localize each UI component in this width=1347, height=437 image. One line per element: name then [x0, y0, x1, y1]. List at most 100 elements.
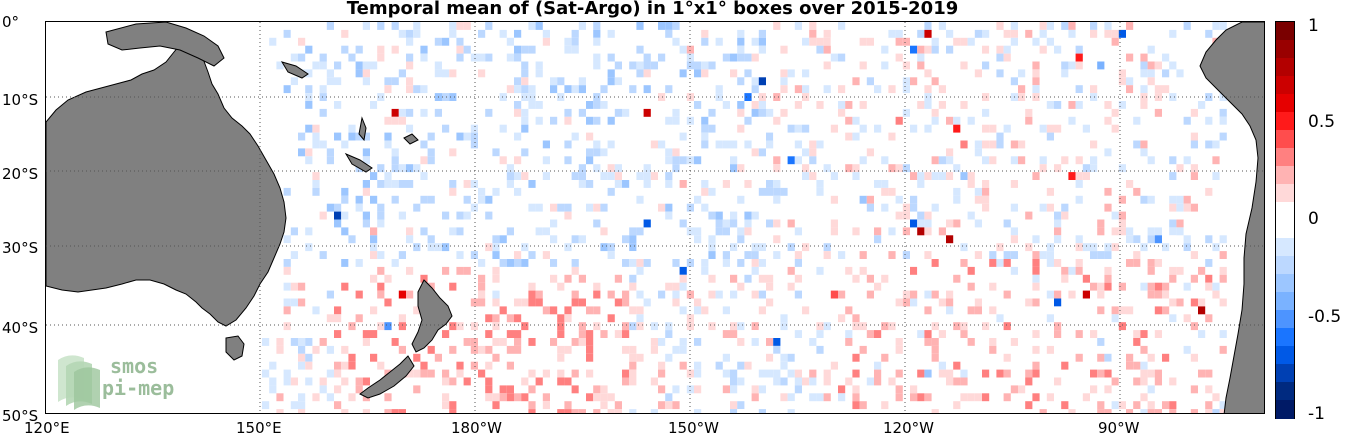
anomaly-box — [1118, 77, 1126, 86]
anomaly-box — [1104, 187, 1112, 196]
anomaly-box — [982, 203, 990, 212]
anomaly-box — [701, 93, 709, 101]
anomaly-box — [391, 22, 399, 30]
anomaly-box — [593, 53, 601, 62]
colorbar-segment — [1276, 148, 1294, 167]
anomaly-box — [974, 148, 982, 157]
anomaly-box — [672, 116, 680, 125]
anomaly-box — [341, 45, 349, 54]
anomaly-box — [931, 338, 939, 346]
anomaly-box — [622, 377, 630, 386]
anomaly-box — [571, 37, 579, 46]
anomaly-box — [283, 259, 291, 267]
anomaly-box — [1133, 259, 1141, 267]
anomaly-box — [1212, 361, 1220, 370]
anomaly-box — [1104, 22, 1112, 30]
anomaly-box — [1104, 101, 1112, 109]
anomaly-box — [290, 227, 298, 236]
anomaly-box — [1205, 369, 1213, 378]
anomaly-box — [874, 180, 882, 188]
anomaly-box — [290, 251, 298, 259]
anomaly-box — [319, 53, 327, 62]
anomaly-box — [910, 108, 918, 117]
anomaly-box — [571, 85, 579, 94]
anomaly-box — [550, 219, 558, 228]
anomaly-box — [269, 377, 277, 386]
anomaly-box — [1162, 53, 1170, 62]
anomaly-box — [874, 227, 882, 236]
anomaly-box — [1140, 101, 1148, 109]
anomaly-box — [816, 393, 824, 402]
anomaly-box — [1104, 369, 1112, 378]
anomaly-box — [917, 266, 925, 275]
anomaly-box — [643, 172, 651, 180]
anomaly-box — [1111, 243, 1119, 252]
anomaly-box — [722, 385, 730, 394]
anomaly-box — [485, 314, 493, 323]
anomaly-box — [974, 298, 982, 307]
anomaly-box — [665, 211, 673, 220]
anomaly-box — [485, 361, 493, 370]
anomaly-box — [478, 298, 486, 307]
anomaly-box — [1126, 345, 1134, 354]
map-area[interactable] — [45, 21, 1265, 414]
anomaly-box — [614, 298, 622, 307]
anomaly-box — [398, 409, 406, 413]
anomaly-box — [1010, 180, 1018, 188]
anomaly-box — [528, 22, 536, 30]
anomaly-box — [334, 77, 342, 86]
anomaly-box — [1205, 409, 1213, 413]
anomaly-box — [672, 148, 680, 157]
anomaly-box — [744, 140, 752, 149]
anomaly-box — [427, 195, 435, 204]
anomaly-box — [730, 377, 738, 386]
anomaly-box — [946, 290, 954, 299]
anomaly-box — [816, 140, 824, 149]
anomaly-box — [758, 37, 766, 46]
anomaly-box — [1133, 140, 1141, 149]
anomaly-box — [1090, 227, 1098, 236]
anomaly-box — [319, 93, 327, 101]
anomaly-box — [550, 116, 558, 125]
anomaly-box — [866, 37, 874, 46]
anomaly-box — [816, 37, 824, 46]
anomaly-box — [895, 195, 903, 204]
anomaly-box — [924, 211, 932, 220]
anomaly-box — [982, 180, 990, 188]
anomaly-box — [1104, 53, 1112, 62]
anomaly-box — [1010, 22, 1018, 30]
anomaly-box — [967, 116, 975, 125]
anomaly-box — [881, 156, 889, 165]
anomaly-box — [802, 377, 810, 386]
anomaly-box — [744, 361, 752, 370]
anomaly-box — [1219, 251, 1227, 259]
anomaly-box — [506, 37, 514, 46]
anomaly-box — [924, 227, 932, 236]
anomaly-box — [902, 164, 910, 173]
anomaly-box — [1068, 409, 1076, 413]
anomaly-box — [686, 203, 694, 212]
anomaly-box — [334, 219, 342, 228]
anomaly-box — [730, 369, 738, 378]
anomaly-box — [895, 29, 903, 38]
anomaly-box — [838, 29, 846, 38]
anomaly-box — [794, 377, 802, 386]
anomaly-box — [953, 37, 961, 46]
anomaly-box — [809, 140, 817, 149]
anomaly-box — [1219, 330, 1227, 338]
anomaly-box — [722, 330, 730, 338]
anomaly-box — [442, 211, 450, 220]
anomaly-box — [485, 180, 493, 188]
anomaly-box — [1190, 385, 1198, 394]
anomaly-box — [564, 401, 572, 410]
anomaly-box — [535, 203, 543, 212]
anomaly-box — [470, 361, 478, 370]
anomaly-box — [938, 259, 946, 267]
anomaly-box — [506, 180, 514, 188]
anomaly-box — [499, 259, 507, 267]
anomaly-box — [362, 377, 370, 386]
anomaly-box — [312, 290, 320, 299]
anomaly-box — [478, 227, 486, 236]
anomaly-box — [845, 243, 853, 252]
anomaly-box — [334, 274, 342, 283]
